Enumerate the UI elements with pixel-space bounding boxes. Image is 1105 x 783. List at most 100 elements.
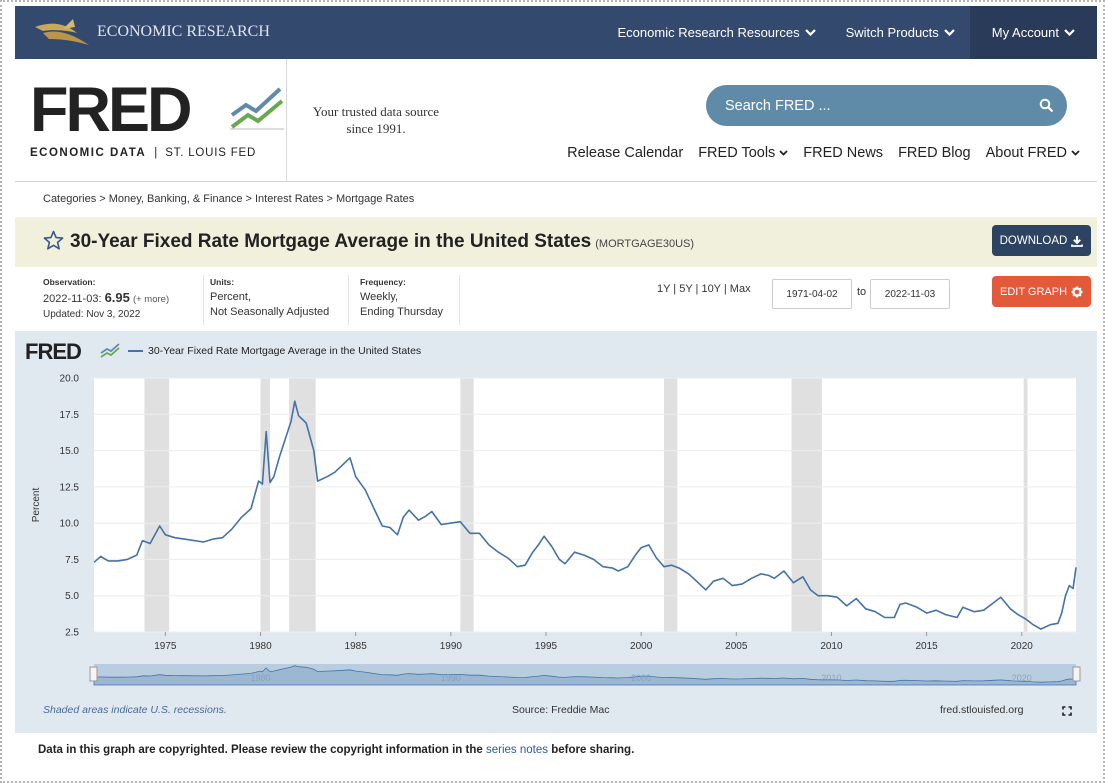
navigator-tick-label: 1990	[441, 673, 461, 683]
observation-heading: Observation:	[43, 277, 96, 287]
recession-band	[791, 378, 822, 632]
search-placeholder: Search FRED ...	[725, 97, 831, 114]
release-calendar-link[interactable]: Release Calendar	[567, 145, 683, 161]
series-title: 30-Year Fixed Rate Mortgage Average in t…	[70, 231, 592, 252]
observation-block: Observation: 2022-11-03: 6.95 (+ more) U…	[43, 277, 169, 322]
source-note[interactable]: Source: Freddie Mac	[512, 704, 610, 716]
x-tick-label: 1975	[154, 641, 177, 652]
edit-graph-button[interactable]: EDIT GRAPH	[992, 276, 1091, 307]
top-bar: ECONOMIC RESEARCH Economic Research Reso…	[15, 6, 1097, 59]
search-icon[interactable]	[1039, 98, 1054, 113]
series-line	[93, 400, 1077, 630]
observation-date: 2022-11-03:	[43, 293, 102, 305]
start-date-input[interactable]: 1971-04-02	[772, 279, 852, 309]
search-input[interactable]: Search FRED ...	[706, 85, 1067, 126]
fullscreen-icon[interactable]	[1062, 706, 1072, 716]
series-notes-link[interactable]: series notes	[485, 744, 548, 756]
star-icon[interactable]	[43, 230, 64, 251]
site-header: FRED ECONOMIC DATA | ST. LOUIS FED Your tr…	[15, 59, 1097, 182]
x-tick-label: 1980	[249, 641, 272, 652]
fred-tools-menu[interactable]: FRED Tools	[698, 145, 788, 161]
chart-logo-icon	[230, 87, 284, 130]
chart-fred-logo: FRED	[25, 339, 82, 364]
menu-label: Economic Research Resources	[617, 25, 800, 40]
navigator-tick-label: 2000	[631, 673, 651, 683]
line-chart[interactable]: 2.5 5.0 7.5 10.0 12.5 15.0 17.5 20.0 1975 1980 198…	[15, 331, 1097, 733]
y-tick-label: 5.0	[65, 591, 79, 602]
economic-data-text: ECONOMIC DATA	[30, 147, 147, 159]
chart-container: 2.5 5.0 7.5 10.0 12.5 15.0 17.5 20.0 1975 1980 198…	[15, 331, 1097, 733]
download-button[interactable]: DOWNLOAD	[992, 225, 1091, 256]
recession-band	[663, 378, 678, 632]
chevron-down-icon	[804, 29, 816, 36]
updated-date: Updated: Nov 3, 2022	[43, 309, 141, 320]
site-url[interactable]: fred.stlouisfed.org	[940, 704, 1024, 716]
series-code: (MORTGAGE30US)	[595, 238, 695, 250]
switch-products-menu[interactable]: Switch Products	[831, 6, 970, 59]
frequency-line2: Ending Thursday	[360, 306, 443, 318]
tagline: Your trusted data source since 1991.	[312, 104, 440, 136]
menu-label: My Account	[991, 25, 1059, 40]
recession-band	[260, 378, 271, 632]
edit-graph-label: EDIT GRAPH	[999, 285, 1068, 298]
navigator-tick-label: 2010	[821, 673, 841, 683]
nav-label: FRED News	[803, 145, 884, 161]
range-options[interactable]: 1Y | 5Y | 10Y | Max	[657, 283, 751, 295]
x-tick-label: 1995	[535, 641, 558, 652]
x-tick-label: 1990	[440, 641, 463, 652]
more-observations-link[interactable]: (+ more)	[132, 294, 170, 305]
recession-band	[1023, 378, 1028, 632]
copyright-text: Data in this graph are copyrighted. Plea…	[38, 744, 483, 756]
breadcrumb[interactable]: Categories > Money, Banking, & Finance >…	[43, 193, 415, 205]
fred-logo-word: FRED	[30, 75, 192, 145]
y-axis-label: Percent	[31, 488, 42, 523]
download-label: DOWNLOAD	[999, 234, 1068, 247]
copyright-text-end: before sharing.	[551, 744, 635, 756]
chevron-down-icon	[1071, 150, 1080, 156]
x-tick-label: 2015	[915, 641, 938, 652]
gear-icon	[1071, 286, 1083, 297]
x-tick-label: 1985	[345, 641, 368, 652]
recession-note: Shaded areas indicate U.S. recessions.	[43, 704, 227, 716]
nav-label: FRED Blog	[898, 145, 971, 161]
recession-band	[460, 378, 474, 632]
end-date-input[interactable]: 2022-11-03	[870, 279, 950, 309]
observation-value: 6.95	[104, 290, 130, 305]
frequency-heading: Frequency:	[360, 277, 406, 287]
fred-news-link[interactable]: FRED News	[803, 145, 883, 161]
y-tick-label: 2.5	[65, 628, 79, 639]
navigator-series	[93, 665, 1077, 686]
fred-logo[interactable]: FRED	[30, 75, 290, 145]
economic-research-resources-menu[interactable]: Economic Research Resources	[603, 6, 831, 59]
nav-label: About FRED	[985, 145, 1067, 161]
my-account-menu[interactable]: My Account	[969, 6, 1097, 59]
fred-logo-subtitle: ECONOMIC DATA | ST. LOUIS FED	[30, 147, 256, 159]
chevron-down-icon	[1064, 29, 1075, 36]
navigator-tick-label: 1980	[251, 673, 271, 683]
y-tick-label: 12.5	[60, 482, 80, 493]
x-tick-label: 2010	[820, 641, 843, 652]
y-tick-label: 7.5	[65, 555, 79, 566]
navigator-handle-right[interactable]	[1072, 666, 1081, 682]
y-tick-label: 20.0	[60, 374, 80, 385]
units-line1: Percent,	[210, 291, 251, 303]
to-label: to	[857, 286, 867, 298]
legend-label: 30-Year Fixed Rate Mortgage Average in t…	[148, 345, 422, 357]
about-fred-menu[interactable]: About FRED	[986, 145, 1080, 161]
download-icon	[1071, 235, 1084, 247]
main-nav: Release Calendar FRED Tools FRED News FR…	[552, 145, 1080, 161]
y-tick-label: 10.0	[60, 519, 80, 530]
eagle-logo-icon[interactable]	[33, 17, 93, 49]
recession-band	[144, 378, 170, 632]
recession-band	[289, 378, 316, 632]
nav-label: FRED Tools	[698, 145, 776, 161]
economic-research-brand[interactable]: ECONOMIC RESEARCH	[97, 23, 270, 40]
y-tick-label: 15.0	[60, 446, 80, 457]
navigator-handle-left[interactable]	[89, 666, 98, 682]
fred-blog-link[interactable]: FRED Blog	[898, 145, 971, 161]
y-tick-label: 17.5	[60, 410, 80, 421]
page-title: 30-Year Fixed Rate Mortgage Average in t…	[70, 231, 694, 253]
chevron-down-icon	[944, 29, 955, 36]
nav-label: Release Calendar	[567, 145, 684, 161]
x-tick-label: 2000	[630, 641, 653, 652]
